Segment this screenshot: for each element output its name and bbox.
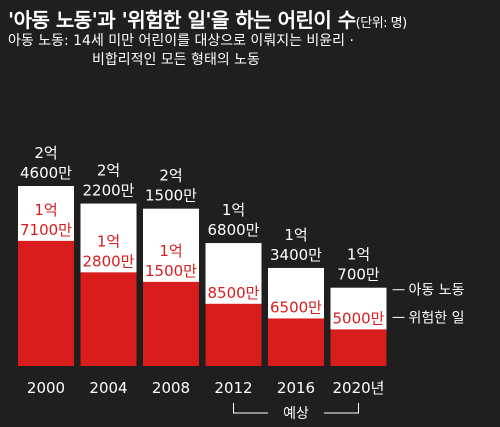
label-child-labour-3-1: 6800만	[208, 221, 260, 239]
label-hazardous-work-3-0: 8500만	[208, 284, 260, 302]
label-child-labour-0-1: 4600만	[20, 164, 72, 182]
label-hazardous-work-5-0: 5000만	[333, 309, 385, 327]
chart-title: '아동 노동'과 '위험한 일'을 하는 어린이 수(단위: 명)	[8, 4, 407, 33]
bracket-left	[233, 403, 268, 414]
forecast-bracket	[233, 403, 359, 414]
legend-label-hazardous-work: 위험한 일	[409, 310, 465, 326]
label-hazardous-work-2-1: 1500만	[145, 262, 197, 280]
label-child-labour-4-0: 1억	[284, 226, 307, 244]
legend-label-child-labour: 아동 노동	[409, 283, 465, 299]
label-child-labour-4-1: 3400만	[270, 246, 322, 264]
bracket-label: 예상	[283, 406, 309, 422]
label-child-labour-1-0: 2억	[97, 162, 120, 180]
label-hazardous-work-2-0: 1억	[159, 242, 182, 260]
bar-hazardous-work-3	[205, 303, 262, 366]
label-child-labour-3-0: 1억	[222, 201, 245, 219]
label-hazardous-work-0-1: 7100만	[20, 221, 72, 239]
category-label-4: 2016	[277, 379, 315, 397]
label-child-labour-2-1: 1500만	[145, 187, 197, 205]
definition-note: 아동 노동: 14세 미만 어린이를 대상으로 이뤄지는 비윤리 · 비합리적인…	[8, 32, 354, 70]
label-child-labour-5-0: 1억	[347, 246, 370, 264]
note-line2: 비합리적인 모든 형태의 노동	[92, 52, 260, 68]
category-label-0: 2000	[27, 379, 65, 397]
label-child-labour-2-0: 2억	[159, 167, 182, 185]
unit-label: (단위: 명)	[355, 16, 408, 31]
category-label-1: 2004	[89, 379, 127, 397]
label-child-labour-0-0: 2억	[34, 144, 57, 162]
title-text: '아동 노동'과 '위험한 일'을 하는 어린이 수	[8, 8, 356, 32]
bar-hazardous-work-2	[143, 281, 199, 366]
label-hazardous-work-0-0: 1억	[34, 201, 57, 219]
label-hazardous-work-1-1: 2800만	[83, 252, 135, 270]
label-child-labour-1-1: 2200만	[83, 182, 135, 200]
label-child-labour-5-1: 700만	[337, 266, 380, 284]
bar-hazardous-work-5	[330, 329, 387, 366]
label-hazardous-work-1-0: 1억	[97, 232, 120, 250]
bar-hazardous-work-4	[268, 318, 324, 366]
bracket-right	[324, 403, 359, 414]
category-label-2: 2008	[152, 379, 190, 397]
bar-hazardous-work-1	[80, 272, 137, 366]
note-label: 아동 노동:	[8, 33, 69, 49]
note-line1: 14세 미만 어린이를 대상으로 이뤄지는 비윤리 ·	[73, 33, 354, 49]
bar-hazardous-work-0	[18, 240, 74, 366]
category-label-3: 2012	[214, 379, 252, 397]
category-label-5: 2020년	[333, 379, 385, 397]
label-hazardous-work-4-0: 6500만	[270, 298, 322, 316]
